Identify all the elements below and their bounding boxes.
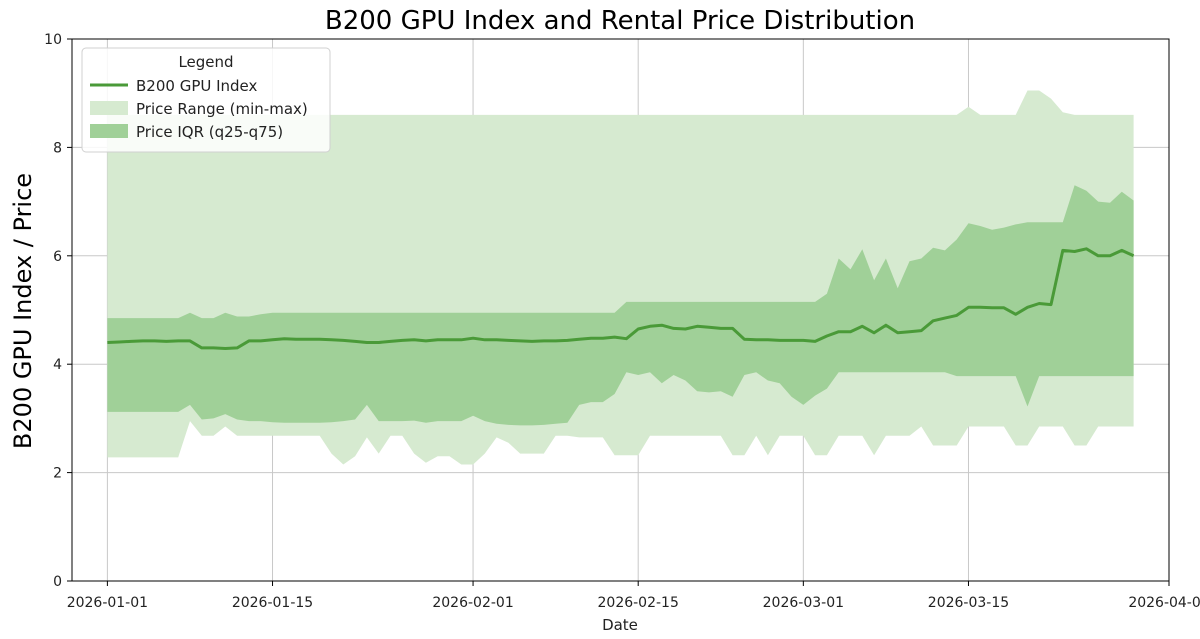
- b200-index-line: [107, 247, 1135, 350]
- index-line-group: [107, 247, 1135, 350]
- price-iqr-band: [107, 185, 1134, 426]
- x-tick-label: 2026-03-01: [763, 595, 844, 611]
- x-tick-label: 2026-02-01: [432, 595, 513, 611]
- y-axis-label: B200 GPU Index / Price: [9, 173, 37, 449]
- price-bands: [107, 90, 1134, 465]
- x-tick-label: 2026-02-15: [598, 595, 679, 611]
- axes-border: [71, 38, 1170, 582]
- x-axis-ticks: 2026-01-01 2026-01-15 2026-02-01 2026-02-15…: [67, 581, 1200, 611]
- y-tick-label: 6: [53, 249, 62, 265]
- legend-swatch-iqr: [90, 124, 128, 138]
- y-tick-label: 10: [44, 32, 62, 48]
- x-tick-label: 2026-03-15: [928, 595, 1009, 611]
- legend-swatch-range: [90, 101, 128, 115]
- legend-entry-label: Price IQR (q25-q75): [136, 123, 283, 141]
- legend-entry-label: B200 GPU Index: [136, 77, 258, 95]
- legend-entry-label: Price Range (min-max): [136, 100, 308, 118]
- y-axis-ticks: 0 2 4 6 8 10: [44, 32, 72, 590]
- y-tick-label: 4: [53, 357, 62, 373]
- y-tick-label: 8: [53, 140, 62, 156]
- legend-title: Legend: [178, 53, 233, 71]
- chart-title: B200 GPU Index and Rental Price Distribu…: [325, 6, 915, 36]
- y-tick-label: 2: [53, 466, 62, 482]
- axes-frame: [71, 38, 1170, 582]
- x-axis-label: Date: [602, 616, 638, 634]
- legend-box: [81, 47, 331, 153]
- x-tick-label: 2026-01-15: [232, 595, 313, 611]
- x-tick-label: 2026-01-01: [67, 595, 148, 611]
- y-tick-label: 0: [53, 574, 62, 590]
- x-tick-label: 2026-04-01: [1128, 595, 1200, 611]
- legend: Legend B200 GPU Index Price Range (min-max…: [81, 47, 331, 153]
